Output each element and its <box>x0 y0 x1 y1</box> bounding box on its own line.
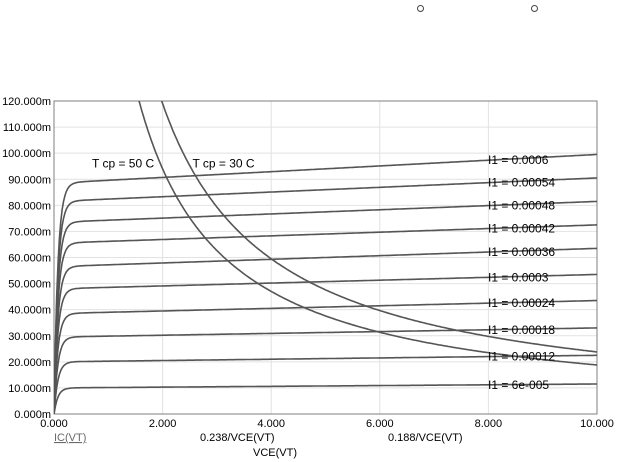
legend-hyperbola-238: 0.238/VCE(VT) <box>200 432 275 444</box>
output-curve <box>54 383 597 414</box>
y-tick-label: 60.000m <box>8 253 51 265</box>
marker-left <box>417 5 424 12</box>
output-curve <box>54 354 597 414</box>
output-curve <box>54 273 597 414</box>
output-curve-label: I1 = 0.00018 <box>488 323 555 337</box>
hyperbola-label: T cp = 30 C <box>192 157 254 171</box>
x-tick-label: 0.000 <box>40 418 68 430</box>
output-curve-label: I1 = 0.0006 <box>488 153 549 167</box>
y-tick-label: 10.000m <box>8 383 51 395</box>
output-curve <box>54 224 597 414</box>
x-axis-label: VCE(VT) <box>253 447 297 459</box>
curves <box>54 101 597 414</box>
x-tick-label: 4.000 <box>257 418 285 430</box>
legend: IC(VT) 0.238/VCE(VT) 0.188/VCE(VT) <box>54 432 463 444</box>
x-ticks: 0.000 2.000 4.000 6.000 8.000 10.000 <box>40 418 614 430</box>
output-curve-label: I1 = 0.00042 <box>488 222 555 236</box>
output-curve <box>54 299 597 414</box>
y-tick-label: 0.000m <box>14 409 51 421</box>
output-curve-label: I1 = 0.00054 <box>488 176 555 190</box>
hyperbola-curve <box>160 101 597 353</box>
x-tick-label: 10.000 <box>580 418 614 430</box>
plot-frame <box>53 100 598 415</box>
y-tick-label: 50.000m <box>8 279 51 291</box>
output-curve-label: I1 = 0.0003 <box>488 270 549 284</box>
output-curve-label: I1 = 0.00048 <box>488 199 555 213</box>
hyperbola-label: T cp = 50 C <box>92 157 154 171</box>
output-curve-label: I1 = 0.00012 <box>488 350 555 364</box>
y-tick-label: 110.000m <box>3 122 51 134</box>
y-tick-label: 100.000m <box>2 148 51 160</box>
x-tick-label: 6.000 <box>366 418 394 430</box>
y-tick-label: 120.000m <box>2 96 51 108</box>
y-tick-label: 90.000m <box>8 174 51 186</box>
output-curve <box>54 247 597 414</box>
output-curve <box>54 327 597 414</box>
y-tick-label: 70.000m <box>8 226 51 238</box>
y-tick-label: 30.000m <box>8 331 51 343</box>
output-curve-label: I1 = 0.00036 <box>488 245 555 259</box>
output-curve <box>54 177 597 414</box>
output-curve <box>54 153 597 414</box>
x-tick-label: 2.000 <box>149 418 177 430</box>
legend-ic[interactable]: IC(VT) <box>54 432 86 444</box>
y-ticks: 0.000m 10.000m 20.000m 30.000m 40.000m 50.000… <box>2 96 51 421</box>
output-curve <box>54 200 597 414</box>
y-tick-label: 80.000m <box>8 200 51 212</box>
output-curve-label: I1 = 6e-005 <box>488 378 549 392</box>
y-tick-label: 40.000m <box>8 305 51 317</box>
output-curve-label: I1 = 0.00024 <box>488 296 555 310</box>
curve-labels: I1 = 0.0006 I1 = 0.00054 I1 = 0.00048 I1 = … <box>92 153 555 392</box>
legend-hyperbola-188: 0.188/VCE(VT) <box>388 432 463 444</box>
x-tick-label: 8.000 <box>475 418 503 430</box>
y-tick-label: 20.000m <box>8 357 51 369</box>
marker-right <box>531 5 538 12</box>
hyperbola-curve <box>138 101 597 366</box>
